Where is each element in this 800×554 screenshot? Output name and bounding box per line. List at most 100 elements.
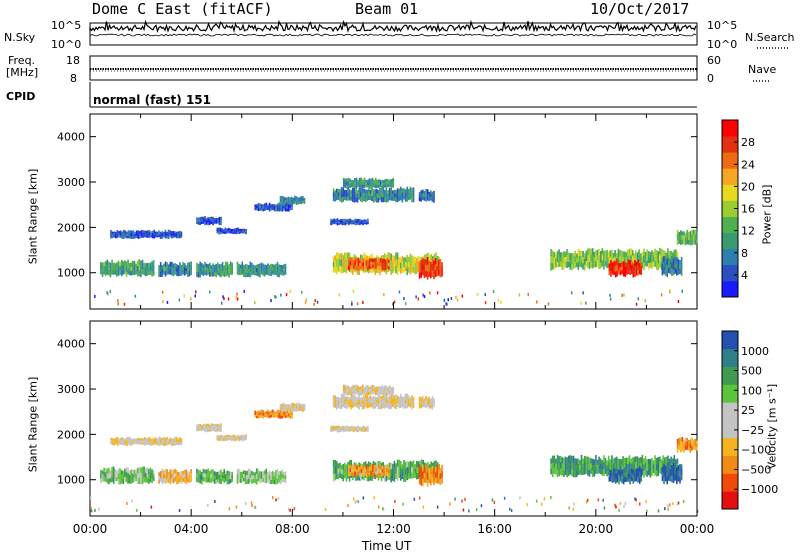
power-panel-echo-patch xyxy=(110,229,183,239)
nsearch-tick-top: 10^5 xyxy=(707,19,738,32)
power-panel-colorbar-segment xyxy=(722,200,738,217)
velocity-panel-colorbar-segment xyxy=(722,455,738,474)
power-panel-colorbar-tick-label: 12 xyxy=(741,225,755,238)
nsearch-label: N.Search xyxy=(745,31,795,44)
power-panel-echo-patch xyxy=(196,216,222,226)
power-panel-colorbar-segment xyxy=(722,216,738,233)
cpid-label: CPID xyxy=(6,90,36,103)
power-panel-colorbar-segment xyxy=(722,136,738,153)
velocity-panel-colorbar-tick-label: 1000 xyxy=(741,345,769,358)
power-panel-echo-patch xyxy=(608,259,643,278)
beam-label: Beam 01 xyxy=(355,0,419,18)
power-panel-echo-patch xyxy=(418,188,435,203)
velocity-panel-echo-patch xyxy=(332,393,415,410)
nsearch-tick-bottom: 10^0 xyxy=(707,38,738,51)
power-panel-echo-patch xyxy=(216,227,247,235)
velocity-panel-colorbar-tick-label: 25 xyxy=(741,404,755,417)
nave-label: Nave xyxy=(748,63,777,76)
power-panel-echo-patch xyxy=(342,177,395,190)
velocity-panel-echo-patch xyxy=(661,462,683,485)
power-panel-echo-patch xyxy=(676,229,698,246)
velocity-panel-colorbar-segment xyxy=(722,491,738,510)
velocity-panel-echo-patch xyxy=(196,468,233,485)
velocity-panel-colorbar-segment xyxy=(722,473,738,492)
date-label: 10/Oct/2017 xyxy=(590,0,690,18)
velocity-panel-echo-patch xyxy=(418,395,435,410)
velocity-panel-frame xyxy=(89,320,698,517)
freq-tick-top: 18 xyxy=(66,54,80,67)
power-panel-colorbar-tick-label: 28 xyxy=(741,136,755,149)
power-panel-colorbar-segment xyxy=(722,264,738,282)
velocity-panel-colorbar-segment xyxy=(722,420,738,439)
nsky-tick-bottom: 10^0 xyxy=(51,38,82,51)
x-tick-label: 16:00 xyxy=(477,522,512,536)
velocity-panel-colorbar-segment xyxy=(722,384,738,403)
velocity-panel-echo-patch xyxy=(342,384,395,397)
power-panel-colorbar-tick-label: 4 xyxy=(741,269,748,282)
nave-tick-top: 60 xyxy=(707,54,721,67)
velocity-panel-echo-patch xyxy=(279,402,306,412)
power-panel-colorbar-segment xyxy=(722,168,738,185)
nsky-frame xyxy=(89,22,698,46)
power-panel-echo-patch xyxy=(330,218,369,226)
velocity-panel-echo-patch xyxy=(330,425,369,433)
power-panel-ground-scatter xyxy=(94,289,683,306)
velocity-panel-colorbar-tick-label: −25 xyxy=(741,424,764,437)
power-panel-ytick-label: 2000 xyxy=(57,221,85,234)
velocity-panel-echo-patch xyxy=(100,466,155,485)
velocity-panel-echo-patch xyxy=(254,409,293,419)
freq-label: Freq. xyxy=(8,54,36,67)
velocity-panel-echo-patch xyxy=(110,436,183,446)
power-panel-colorbar-segment xyxy=(722,120,738,137)
power-panel-echo-patch xyxy=(100,259,155,278)
power-panel-echo-patch xyxy=(236,261,287,278)
power-panel-colorbar-segment xyxy=(722,232,738,250)
velocity-panel-echo-patch xyxy=(348,464,390,478)
x-tick-label: 00:00 xyxy=(680,522,715,536)
power-panel-ytick-label: 3000 xyxy=(57,176,85,189)
station-title: Dome C East (fitACF) xyxy=(92,0,273,18)
nave-tick-bottom: 0 xyxy=(707,72,714,85)
power-panel-ytick-label: 4000 xyxy=(57,131,85,144)
velocity-panel-colorbar-tick-label: −1000 xyxy=(741,483,778,496)
x-tick-label: 20:00 xyxy=(579,522,614,536)
velocity-panel-colorbar-frame xyxy=(721,330,739,510)
velocity-panel-ytick-label: 4000 xyxy=(57,338,85,351)
velocity-panel-echo-patch xyxy=(676,437,698,453)
power-panel-colorbar-tick-label: 24 xyxy=(741,158,755,171)
freq-unit-label: [MHz] xyxy=(6,66,39,79)
nsearch-trace xyxy=(89,33,697,37)
velocity-panel-ground-scatter xyxy=(90,496,699,513)
velocity-panel-echo-patch xyxy=(418,464,443,487)
velocity-panel-echo-patch xyxy=(216,434,247,442)
velocity-panel-colorbar-tick-label: −100 xyxy=(741,444,771,457)
power-panel-colorbar-segment xyxy=(722,184,738,201)
power-panel-echo-patch xyxy=(279,195,306,205)
velocity-panel-ytick-label: 2000 xyxy=(57,428,85,441)
power-panel-echo-patch xyxy=(196,261,233,278)
power-panel-echo-patch xyxy=(418,257,443,280)
x-tick-label: 00:00 xyxy=(73,522,108,536)
power-panel-echo-patch xyxy=(348,257,390,271)
velocity-panel-colorbar-tick-label: 500 xyxy=(741,365,762,378)
cpid-value: normal (fast) 151 xyxy=(93,93,211,107)
x-tick-label: 04:00 xyxy=(174,522,209,536)
velocity-panel-ytick-label: 3000 xyxy=(57,383,85,396)
velocity-panel-colorbar-segment xyxy=(722,348,738,367)
nsky-label: N.Sky xyxy=(4,31,36,44)
power-panel-colorbar-segment xyxy=(722,248,738,266)
freq-tick-bottom: 8 xyxy=(70,72,77,85)
velocity-panel-echo-patch xyxy=(196,423,222,433)
velocity-panel-echo-patch xyxy=(158,468,192,485)
velocity-panel-colorbar-segment xyxy=(722,402,738,421)
power-panel-echo-patch xyxy=(332,186,415,203)
velocity-panel-colorbar-segment xyxy=(722,437,738,456)
x-tick-label: 12:00 xyxy=(376,522,411,536)
velocity-panel-colorbar-tick-label: −500 xyxy=(741,463,771,476)
x-tick-label: 08:00 xyxy=(275,522,310,536)
power-panel-colorbar-tick-label: 8 xyxy=(741,247,748,260)
nsky-tick-top: 10^5 xyxy=(51,19,82,32)
power-panel-frame xyxy=(89,113,698,310)
power-panel-ytick-label: 1000 xyxy=(57,267,85,280)
